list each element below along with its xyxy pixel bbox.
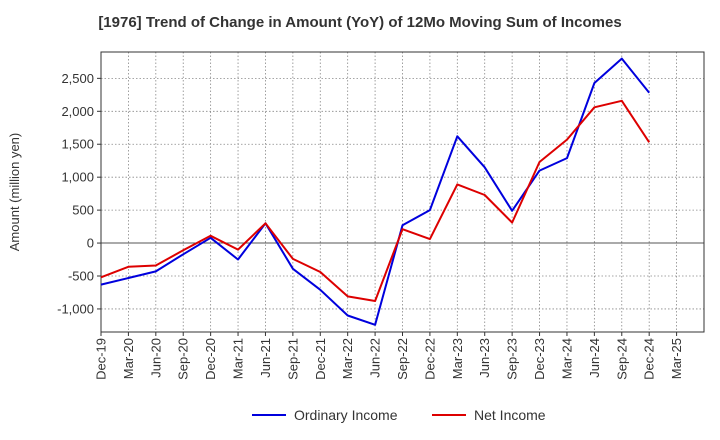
y-tick-label: 500 (72, 203, 94, 218)
x-tick-label: Mar-23 (450, 338, 465, 379)
x-tick-label: Mar-22 (340, 338, 355, 379)
x-tick-label: Mar-25 (669, 338, 684, 379)
x-tick-label: Dec-24 (642, 338, 657, 380)
x-axis-ticks: Dec-19 Mar-20 Jun-20 Sep-20 Dec-20 Mar-21 Jun-… (94, 332, 684, 380)
y-tick-label: 1,500 (61, 137, 94, 152)
x-tick-label: Dec-21 (313, 338, 328, 380)
x-tick-label: Sep-23 (505, 338, 520, 380)
gridlines (101, 52, 704, 332)
x-tick-label: Dec-19 (94, 338, 109, 380)
y-tick-label: 0 (87, 236, 94, 251)
x-tick-label: Dec-22 (422, 338, 437, 380)
series-line-net-income (100, 99, 651, 302)
y-tick-label: 1,000 (61, 170, 94, 185)
x-tick-label: Dec-23 (532, 338, 547, 380)
x-tick-label: Mar-21 (231, 338, 246, 379)
x-tick-label: Sep-24 (614, 338, 629, 380)
x-tick-label: Mar-24 (559, 338, 574, 379)
y-tick-label: 2,500 (61, 71, 94, 86)
x-tick-label: Sep-22 (395, 338, 410, 380)
series-lines (100, 57, 651, 326)
y-tick-label: -1,000 (57, 301, 94, 316)
x-tick-label: Jun-24 (587, 338, 602, 378)
chart-title: [1976] Trend of Change in Amount (YoY) o… (98, 14, 622, 31)
x-tick-label: Sep-21 (285, 338, 300, 380)
x-tick-label: Jun-23 (477, 338, 492, 378)
legend-label: Ordinary Income (294, 407, 398, 423)
y-tick-label: 2,000 (61, 104, 94, 119)
x-tick-label: Dec-20 (203, 338, 218, 380)
x-tick-label: Sep-20 (176, 338, 191, 380)
x-tick-label: Mar-20 (121, 338, 136, 379)
legend: Ordinary Income Net Income (252, 407, 546, 423)
legend-label: Net Income (474, 407, 546, 423)
x-tick-label: Jun-21 (258, 338, 273, 378)
y-axis-title: Amount (million yen) (7, 133, 22, 252)
y-tick-label: -500 (68, 269, 94, 284)
x-tick-label: Jun-20 (148, 338, 163, 378)
series-line-ordinary-income (100, 57, 650, 326)
x-tick-label: Jun-22 (368, 338, 383, 378)
y-axis-ticks: -1,000 -500 0 500 1,000 1,500 2,000 2,500 (57, 71, 101, 316)
